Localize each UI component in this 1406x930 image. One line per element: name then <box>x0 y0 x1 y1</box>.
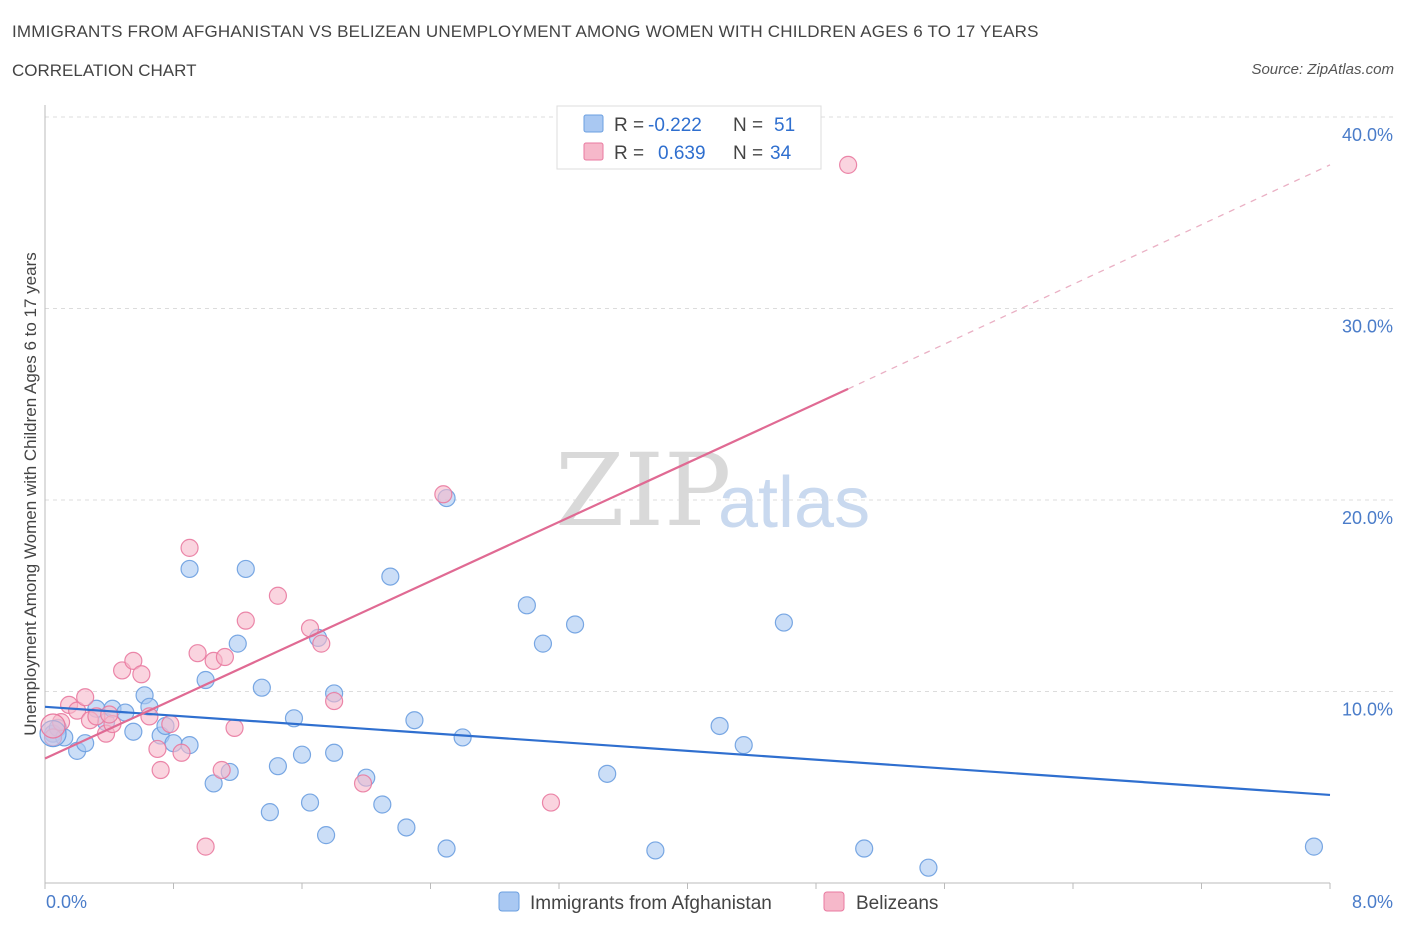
point-series0-39 <box>453 728 472 747</box>
point-series1-10 <box>124 651 143 670</box>
y-axis-label: Unemployment Among Women with Children A… <box>21 252 40 736</box>
point-series0-21 <box>236 559 255 579</box>
series-swatch-afghanistan <box>498 891 520 912</box>
legend-n-label-2: N = <box>733 143 763 164</box>
point-series0-37 <box>437 839 456 858</box>
point-series0-16 <box>180 559 199 579</box>
point-series0-23 <box>260 803 279 822</box>
chart-title: IMMIGRANTS FROM AFGHANISTAN VS BELIZEAN … <box>12 22 1039 41</box>
source-credit: Source: ZipAtlas.com <box>1251 61 1394 78</box>
legend-swatch-afghanistan <box>583 114 604 133</box>
point-series1-16 <box>172 743 191 762</box>
point-series1-15 <box>161 714 180 734</box>
point-series1-27 <box>312 634 331 653</box>
point-series1-22 <box>215 647 234 667</box>
point-series1-17 <box>180 538 199 557</box>
trend-lines <box>44 164 1331 797</box>
point-series1-18 <box>188 644 207 663</box>
point-series1-28 <box>325 691 344 711</box>
point-series1-13 <box>148 739 167 759</box>
legend-r-value-1: -0.222 <box>648 115 702 136</box>
point-series1-19 <box>196 837 215 856</box>
legend-n-value-1: 51 <box>774 115 795 136</box>
data-points <box>39 155 1324 877</box>
point-series1-24 <box>236 611 255 630</box>
point-series1-30 <box>434 485 453 504</box>
point-series0-40 <box>517 596 536 615</box>
legend-r-value-2: 0.639 <box>658 143 706 164</box>
point-series0-17 <box>196 670 215 690</box>
legend-r-label-2: R = <box>614 143 644 164</box>
tick-labels: 10.0% 20.0% 30.0% 40.0% 0.0% 8.0% <box>46 125 1393 912</box>
trend-line-series0 <box>44 705 1331 797</box>
point-series0-44 <box>646 841 665 860</box>
trend-line-series1 <box>44 387 849 760</box>
y-tick-label-3: 40.0% <box>1342 125 1393 145</box>
point-series0-29 <box>316 826 336 845</box>
point-series0-26 <box>292 745 312 764</box>
y-tick-label-0: 10.0% <box>1342 700 1393 720</box>
point-series1-33 <box>100 705 119 724</box>
y-tick-label-1: 20.0% <box>1342 508 1393 528</box>
point-series0-47 <box>774 613 793 632</box>
point-series0-9 <box>124 722 143 741</box>
point-series0-42 <box>565 615 585 634</box>
point-series1-4 <box>76 688 95 707</box>
point-series1-31 <box>541 793 561 812</box>
axes <box>44 105 1331 889</box>
series-label-belizeans: Belizeans <box>856 893 938 914</box>
series-swatch-belizeans <box>823 891 845 912</box>
point-series0-36 <box>405 711 424 730</box>
legend-n-value-2: 34 <box>770 143 792 164</box>
point-series0-18 <box>204 774 223 793</box>
gridlines <box>45 116 1395 692</box>
series-legend: Immigrants from Afghanistan Belizeans <box>498 891 938 914</box>
point-series1-25 <box>268 586 288 605</box>
point-series0-50 <box>1304 837 1324 856</box>
point-series1-23 <box>225 718 244 737</box>
point-series0-27 <box>300 793 320 812</box>
point-series1-21 <box>212 760 231 780</box>
point-series0-30 <box>325 743 344 762</box>
series-label-afghanistan: Immigrants from Afghanistan <box>530 893 772 914</box>
watermark: ZIP atlas <box>555 432 870 549</box>
watermark-zip: ZIP <box>555 432 731 549</box>
point-series1-14 <box>151 760 170 780</box>
trend-extension-series1 <box>847 164 1331 390</box>
x-tick-label-1: 8.0% <box>1352 892 1393 912</box>
point-series1-29 <box>353 774 373 793</box>
point-series1-32 <box>839 155 858 174</box>
chart-subtitle: CORRELATION CHART <box>12 61 197 80</box>
point-series0-33 <box>373 795 392 814</box>
point-series0-49 <box>919 858 938 877</box>
point-series0-22 <box>252 678 271 697</box>
x-tick-label-0: 0.0% <box>46 892 87 912</box>
watermark-atlas: atlas <box>718 463 870 543</box>
point-series0-20 <box>228 634 247 653</box>
point-series0-48 <box>855 839 874 858</box>
point-series1-11 <box>132 665 151 684</box>
legend-n-label-1: N = <box>733 115 763 136</box>
legend-r-label-1: R = <box>614 115 644 136</box>
correlation-legend: R = -0.222 N = 51 R = 0.639 N = 34 <box>556 105 822 170</box>
point-series0-24 <box>268 757 288 776</box>
point-series0-43 <box>598 764 617 783</box>
y-tick-label-2: 30.0% <box>1342 317 1393 337</box>
point-series0-46 <box>734 736 753 755</box>
point-series0-45 <box>710 716 729 736</box>
point-cluster-belizeans <box>40 713 66 739</box>
point-series0-41 <box>533 634 553 653</box>
point-series0-34 <box>381 567 400 586</box>
point-series0-35 <box>397 818 416 837</box>
legend-swatch-belizeans <box>583 142 604 161</box>
